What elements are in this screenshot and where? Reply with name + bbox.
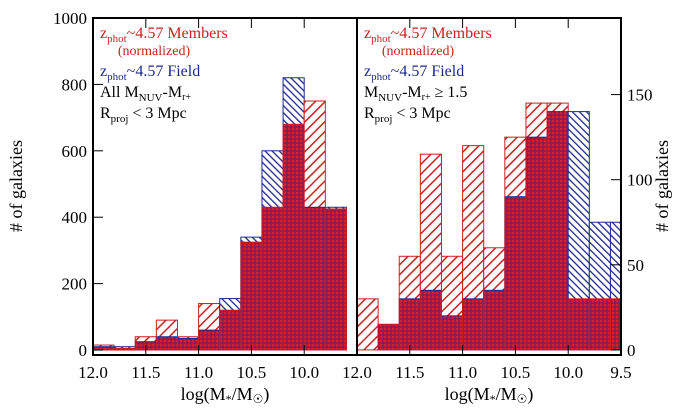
x-tick-label-right-3: 10.0 (553, 363, 583, 382)
y-tick-label-right-1: 50 (627, 256, 644, 275)
axis-ticks: 12.0 11.5 11.0 10.5 10.00200400600800100011.… (53, 9, 653, 382)
field-bar-left-8 (261, 150, 284, 208)
y-tick-label-left-1: 200 (62, 275, 88, 294)
overlap-bar-right-12 (610, 298, 621, 350)
left-members-legend: zphot~4.57 Members (100, 25, 228, 45)
overlap-bar-left-7 (240, 242, 262, 351)
right-color-cut: MNUV-Mr+ ≥ 1.5 (364, 84, 467, 104)
members-bar-left-0 (93, 345, 115, 347)
members-bar-right-7 (504, 137, 526, 197)
field-bar-right-10 (568, 111, 590, 299)
right-panel-bars (357, 102, 621, 351)
members-bar-right-9 (547, 103, 569, 112)
right-panel-frame (356, 17, 622, 356)
y-tick-label-left-3: 600 (62, 142, 88, 161)
overlap-bar-left-3 (156, 336, 178, 351)
overlap-bar-right-5 (462, 298, 484, 350)
overlap-bar-right-11 (589, 298, 611, 350)
field-bar-right-12 (610, 222, 621, 299)
overlap-bar-left-0 (93, 346, 115, 351)
overlap-bar-right-10 (568, 298, 590, 350)
right-members-normalized: (normalized) (382, 44, 455, 59)
members-bar-right-6 (483, 247, 505, 291)
overlap-bar-left-4 (177, 338, 199, 351)
right-y-axis-label: # of galaxies (652, 140, 672, 232)
overlap-bar-left-6 (219, 310, 241, 351)
overlap-bar-right-6 (483, 290, 505, 350)
members-bar-right-3 (420, 154, 442, 291)
left-field-legend: zphot~4.57 Field (100, 63, 200, 83)
overlap-bar-right-1 (378, 324, 400, 350)
left-legend: zphot~4.57 Members (normalized) zphot~4.… (100, 25, 228, 125)
right-rproj: Rproj < 3 Mpc (364, 105, 451, 125)
overlap-bar-right-8 (525, 137, 548, 350)
overlap-bar-left-8 (261, 207, 284, 351)
y-tick-label-left-2: 400 (62, 208, 88, 227)
right-legend: zphot~4.57 Members (normalized) zphot~4.… (364, 25, 492, 125)
field-bar-left-6 (219, 298, 241, 311)
x-tick-label-left-0: 12.0 (78, 363, 108, 382)
x-tick-label-right-0: 11.5 (395, 363, 424, 382)
overlap-bar-right-3 (420, 290, 442, 350)
field-bar-left-1 (114, 346, 136, 349)
members-outline-right-12 (609, 298, 621, 351)
overlap-bar-left-1 (114, 348, 136, 351)
overlap-bar-right-7 (504, 196, 526, 350)
members-bar-right-4 (441, 256, 463, 316)
y-tick-label-right-0: 0 (627, 341, 636, 360)
field-bar-left-7 (240, 237, 262, 243)
members-outline-left-11 (324, 208, 347, 351)
field-bar-left-11 (325, 207, 347, 209)
members-bar-left-10 (304, 101, 326, 208)
left-members-normalized: (normalized) (118, 44, 191, 59)
x-tick-label-right-2: 10.5 (501, 363, 531, 382)
overlap-bar-left-9 (283, 124, 305, 351)
x-tick-label-left-4: 10.0 (289, 363, 319, 382)
x-tick-label-right-4: 9.5 (610, 363, 631, 382)
overlap-bar-left-10 (304, 207, 326, 351)
field-bar-right-11 (589, 222, 611, 299)
left-x-axis-label: log(M*/M☉) (181, 384, 270, 406)
members-bar-right-0 (357, 298, 379, 350)
members-bar-left-2 (135, 336, 157, 342)
members-bar-left-3 (156, 320, 178, 337)
members-bar-right-5 (462, 145, 484, 299)
overlap-bar-left-11 (325, 208, 347, 351)
members-bar-right-8 (525, 103, 548, 138)
left-rproj: Rproj < 3 Mpc (100, 105, 187, 125)
members-outline-left-3 (155, 319, 178, 351)
y-tick-label-right-3: 150 (627, 86, 653, 105)
overlap-bar-right-9 (547, 111, 569, 350)
x-tick-label-left-1: 11.5 (131, 363, 160, 382)
right-field-legend: zphot~4.57 Field (364, 63, 464, 83)
members-bar-left-5 (198, 303, 220, 331)
left-y-axis-label: # of galaxies (6, 140, 26, 232)
members-outline-right-3 (419, 153, 442, 351)
y-tick-label-left-0: 0 (79, 341, 88, 360)
right-x-axis-label: log(M*/M☉) (445, 384, 534, 406)
left-color-cut: All MNUV-Mr+ (100, 84, 191, 104)
field-bar-left-9 (283, 77, 305, 125)
y-tick-label-left-5: 1000 (53, 9, 87, 28)
field-outline-right-12 (609, 221, 621, 351)
x-tick-label-right-1: 11.0 (448, 363, 477, 382)
y-tick-label-right-2: 100 (627, 171, 653, 190)
overlap-bar-left-5 (198, 330, 220, 351)
left-panel-bars (93, 77, 347, 351)
x-tick-label-boundary: 12.0 (342, 363, 372, 382)
members-bar-left-4 (177, 336, 199, 339)
right-members-legend: zphot~4.57 Members (364, 25, 492, 45)
members-bar-right-2 (399, 256, 421, 299)
y-tick-label-left-4: 800 (62, 75, 88, 94)
x-tick-label-left-3: 10.5 (237, 363, 267, 382)
overlap-bar-right-4 (441, 315, 463, 350)
x-tick-label-left-2: 11.0 (184, 363, 213, 382)
overlap-bar-right-2 (399, 298, 421, 350)
